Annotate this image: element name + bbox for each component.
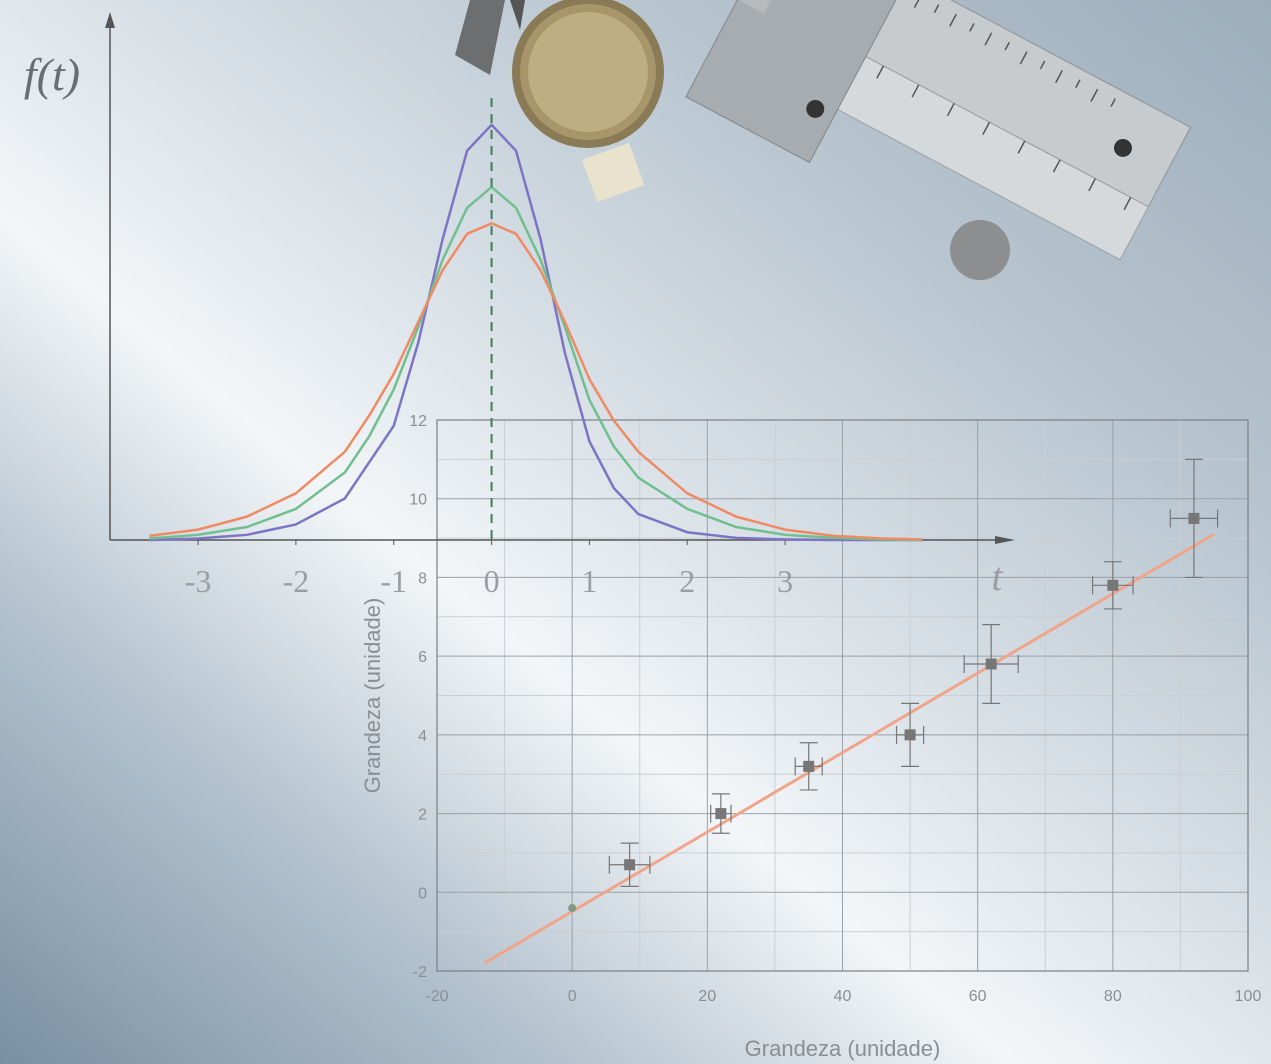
page: -20020406080100-2024681012Grandeza (unid… [0, 0, 1271, 1064]
y-axis-arrow [105, 12, 115, 28]
y-tick-label: -2 [413, 964, 427, 981]
x-axis-title: t [991, 554, 1003, 599]
y-tick-label: 4 [418, 728, 427, 745]
y-axis-title: Grandeza (unidade) [360, 598, 385, 794]
x-tick-label: -2 [283, 563, 310, 599]
caliper-photo [455, 0, 1191, 313]
curve [149, 125, 922, 540]
x-tick-label: 2 [679, 563, 695, 599]
data-point [1107, 580, 1118, 591]
y-tick-label: 12 [409, 413, 427, 430]
data-point [905, 729, 916, 740]
chart: -20020406080100-2024681012Grandeza (unid… [0, 0, 1271, 1064]
x-tick-label: 1 [581, 563, 597, 599]
curve [149, 223, 922, 539]
x-tick-label: 0 [484, 563, 500, 599]
x-tick-label: 3 [777, 563, 793, 599]
x-axis-title: Grandeza (unidade) [745, 1036, 941, 1061]
extra-point [568, 904, 576, 912]
x-tick-label: -3 [185, 563, 212, 599]
x-tick-label: 0 [568, 988, 577, 1005]
curve [149, 187, 922, 540]
x-tick-label: 100 [1235, 988, 1262, 1005]
data-point [1188, 513, 1199, 524]
x-tick-label: -20 [425, 988, 448, 1005]
y-tick-label: 10 [409, 492, 427, 509]
data-point [715, 808, 726, 819]
x-tick-label: -1 [380, 563, 407, 599]
x-tick-label: 60 [969, 988, 987, 1005]
y-tick-label: 0 [418, 885, 427, 902]
y-tick-label: 2 [418, 807, 427, 824]
data-point [986, 659, 997, 670]
data-point [624, 859, 635, 870]
x-tick-label: 20 [698, 988, 716, 1005]
y-tick-label: 8 [418, 570, 427, 587]
y-tick-label: 6 [418, 649, 427, 666]
data-point [803, 761, 814, 772]
x-tick-label: 80 [1104, 988, 1122, 1005]
y-axis-title: f(t) [24, 49, 80, 100]
x-axis-arrow [995, 536, 1015, 544]
x-tick-label: 40 [834, 988, 852, 1005]
